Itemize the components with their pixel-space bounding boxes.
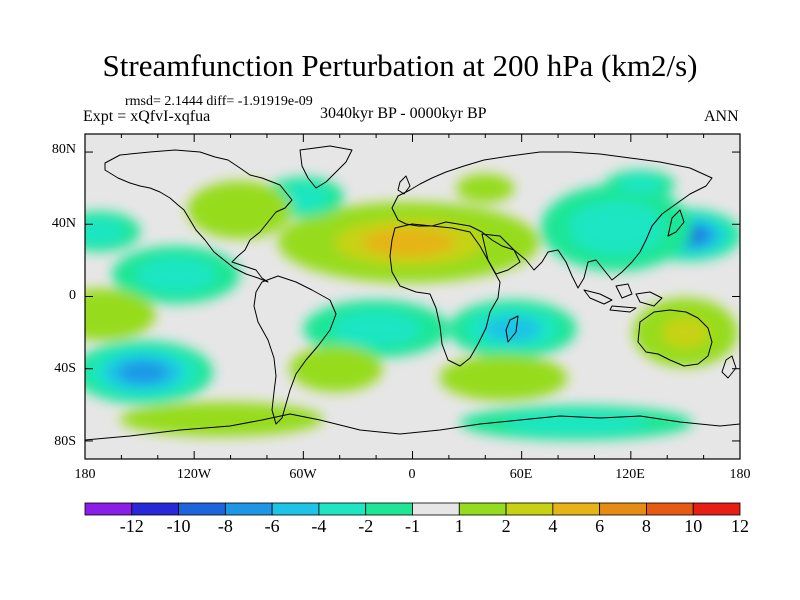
anomaly-contour-4-1 <box>331 311 421 347</box>
colorbar-swatch-12 <box>646 502 694 516</box>
colorbar-swatch-7 <box>412 502 460 516</box>
anomaly-contour-12-1 <box>85 298 136 331</box>
anomaly-contour-3-2 <box>484 316 542 342</box>
anomaly-contour-16-1 <box>207 192 272 228</box>
colorbar-swatch-5 <box>318 502 367 516</box>
experiment-label: Expt = xQfvI-xqfua <box>83 108 211 125</box>
anomaly-contour-17-1 <box>307 354 365 383</box>
anomaly-field <box>85 170 740 441</box>
lon-tick-60e: 60E <box>509 467 533 482</box>
coastlines <box>85 145 740 441</box>
anomaly-contour-6-1 <box>136 257 216 293</box>
anomaly-contour-8-1 <box>467 179 504 198</box>
colorbar-swatch-0 <box>84 502 133 516</box>
period-label: 3040kyr BP - 0000kyr BP <box>320 105 487 122</box>
lon-tick-60w: 60W <box>289 467 317 482</box>
colorbar-swatch-2 <box>178 502 226 516</box>
lon-tick-120e: 120E <box>615 467 645 482</box>
colorbar-label: -4 <box>311 516 327 536</box>
colorbar-swatch-10 <box>552 502 601 516</box>
colorbar-swatch-8 <box>458 502 507 516</box>
colorbar-label: -2 <box>358 516 374 536</box>
colorbar-swatch-6 <box>365 502 413 516</box>
anomaly-contour-11-2 <box>662 317 709 349</box>
lat-tick-40n: 40N <box>51 216 76 231</box>
anomaly-contour-0-3 <box>363 228 455 257</box>
anomaly-contour-5-1 <box>569 201 663 255</box>
colorbar-label: 4 <box>548 516 558 536</box>
colorbar-swatch-3 <box>224 502 273 516</box>
colorbar-swatch-9 <box>505 502 554 516</box>
rmsd-stats: rmsd= 2.1444 diff= -1.91919e-09 <box>125 94 313 109</box>
anomaly-contour-9-1 <box>618 175 662 194</box>
colorbar-label: 8 <box>641 516 651 536</box>
colorbar-label: 2 <box>501 516 511 536</box>
lat-tick-80n: 80N <box>51 142 76 157</box>
anomaly-contour-13-1 <box>464 363 543 392</box>
axis-ticks <box>84 134 741 459</box>
season-label: ANN <box>704 108 739 125</box>
lat-tick-40s: 40S <box>54 361 76 376</box>
lon-tick-0: 0 <box>408 467 416 482</box>
anomaly-contour-7-1 <box>85 219 125 244</box>
colorbar-label: -10 <box>166 516 191 536</box>
colorbar-label: 10 <box>684 516 703 536</box>
colorbar-swatch-11 <box>599 502 647 516</box>
colorbar-label: -8 <box>217 516 233 536</box>
colorbar-swatch-13 <box>692 502 741 516</box>
chart-title: Streamfunction Perturbation at 200 hPa (… <box>102 48 698 83</box>
anomaly-contour-2-3 <box>118 361 168 384</box>
colorbar-swatch-4 <box>271 502 320 516</box>
colorbar-label: 12 <box>731 516 749 536</box>
lat-tick-0: 0 <box>69 288 76 303</box>
colorbar-label: -12 <box>119 516 144 536</box>
lon-tick-120w: 120W <box>176 467 212 482</box>
colorbar-label: -6 <box>264 516 280 536</box>
lat-tick-80s: 80S <box>54 434 76 449</box>
anomaly-contour-15-1 <box>158 408 285 430</box>
anomaly-contour-10-1 <box>278 184 329 210</box>
colorbar-label: 6 <box>595 516 605 536</box>
colorbar-swatch-1 <box>131 502 179 516</box>
lon-tick-180w: 180 <box>74 467 96 482</box>
colorbar-label: -1 <box>405 516 420 536</box>
lon-tick-180e: 180 <box>729 467 751 482</box>
colorbar-label: 1 <box>454 516 464 536</box>
